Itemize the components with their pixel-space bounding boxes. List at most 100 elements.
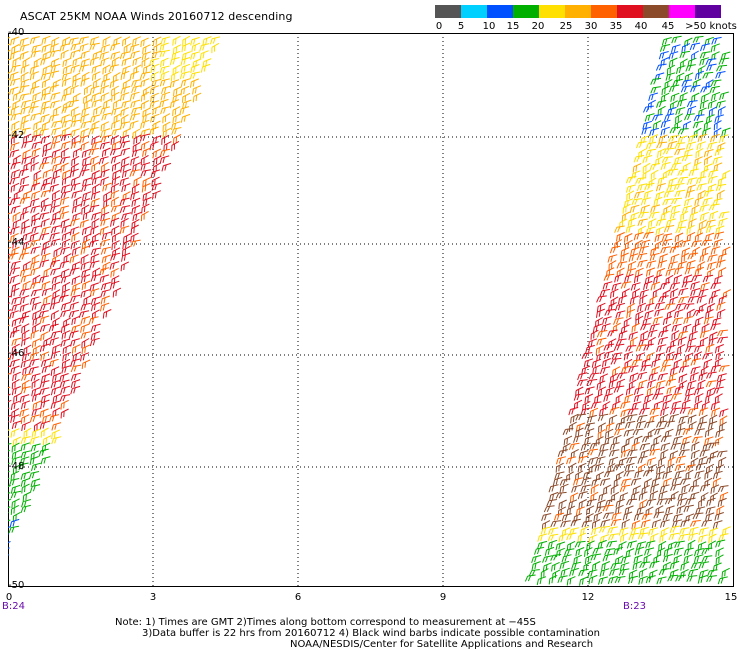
wind-barb (677, 343, 686, 354)
wind-barb (597, 429, 606, 440)
wind-barb (30, 329, 40, 340)
wind-barb (681, 247, 691, 257)
wind-barb (655, 352, 665, 361)
wind-barb (111, 212, 121, 222)
legend-label-10: 10 (482, 21, 496, 32)
wind-barb (616, 261, 628, 269)
wind-barb (8, 170, 10, 179)
wind-barb (110, 119, 120, 130)
wind-barb (645, 540, 656, 549)
wind-barb (691, 323, 701, 333)
wind-barb (708, 527, 719, 537)
wind-barb (19, 394, 30, 403)
wind-barb (635, 141, 647, 149)
wind-barb (69, 49, 80, 59)
wind-barb (99, 51, 110, 60)
wind-barb (668, 413, 679, 422)
wind-barb (659, 281, 671, 290)
wind-barb (719, 491, 729, 502)
wind-barb (718, 295, 728, 305)
wind-barb (619, 562, 630, 571)
wind-barb (625, 345, 637, 352)
wind-barb (61, 175, 71, 186)
wind-barb (161, 134, 170, 145)
wind-barb (568, 442, 580, 451)
wind-barb (605, 428, 614, 439)
wind-barb (706, 387, 716, 397)
wind-barb (181, 92, 191, 103)
wind-barb (596, 380, 606, 390)
wind-barb (8, 36, 11, 47)
wind-barb (139, 71, 151, 80)
wind-barb (677, 128, 689, 135)
wind-barb (638, 379, 648, 389)
wind-barb (141, 57, 150, 68)
wind-barb (649, 560, 660, 569)
wind-barb (571, 484, 582, 493)
wind-barb (717, 253, 728, 263)
wind-barb (681, 43, 691, 53)
wind-barb (681, 435, 692, 445)
wind-barb (673, 266, 684, 276)
wind-barb (19, 295, 30, 305)
wind-barb (544, 546, 555, 556)
wind-barb (171, 127, 182, 135)
wind-barb (672, 435, 683, 445)
wind-barb (8, 540, 11, 551)
wind-barb (180, 78, 191, 87)
wind-barb (707, 254, 718, 263)
wind-barb (678, 365, 690, 373)
wind-barb (91, 71, 101, 81)
lon-label-6: 6 (294, 592, 302, 603)
wind-barb (48, 323, 59, 332)
wind-barb (150, 63, 160, 74)
wind-barb (73, 196, 82, 207)
wind-barb (31, 407, 42, 417)
wind-barb (578, 499, 587, 509)
wind-barb (711, 91, 721, 101)
wind-barb (713, 238, 723, 248)
wind-barb (683, 504, 694, 513)
wind-barb (10, 400, 20, 411)
wind-barb (40, 456, 51, 465)
wind-barb (29, 414, 40, 423)
wind-barb (668, 532, 679, 541)
wind-barb (664, 420, 675, 428)
wind-barb (555, 456, 567, 465)
wind-barb (80, 261, 90, 271)
wind-barb (640, 449, 650, 459)
wind-barb (21, 421, 31, 432)
wind-barb (660, 406, 670, 417)
wind-barb (599, 406, 609, 417)
wind-barb (577, 462, 587, 473)
wind-barb (687, 414, 697, 424)
wind-barb (700, 282, 710, 291)
wind-barb (577, 532, 587, 543)
wind-barb (41, 414, 52, 424)
wind-barb (607, 526, 618, 534)
wind-barb (673, 358, 683, 369)
wind-barb (20, 442, 30, 452)
wind-barb (9, 78, 21, 87)
wind-barb (658, 490, 668, 500)
wind-barb (590, 553, 602, 561)
wind-barb (705, 58, 717, 66)
wind-barb (700, 92, 710, 103)
wind-barb (18, 184, 29, 192)
wind-barb (698, 456, 708, 466)
wind-barb (613, 546, 624, 556)
wind-barb (657, 176, 667, 185)
wind-barb (549, 491, 559, 501)
wind-barb (81, 238, 91, 249)
wind-barb (603, 343, 615, 351)
wind-barb (633, 554, 643, 564)
wind-barb (569, 567, 579, 577)
wind-barb (623, 198, 634, 208)
wind-barb (703, 358, 713, 369)
wind-barb (555, 462, 564, 473)
wind-barb (8, 386, 11, 396)
wind-barb (665, 351, 675, 361)
wind-barb (666, 463, 675, 474)
wind-barb (11, 386, 21, 396)
wind-barb (658, 540, 667, 551)
